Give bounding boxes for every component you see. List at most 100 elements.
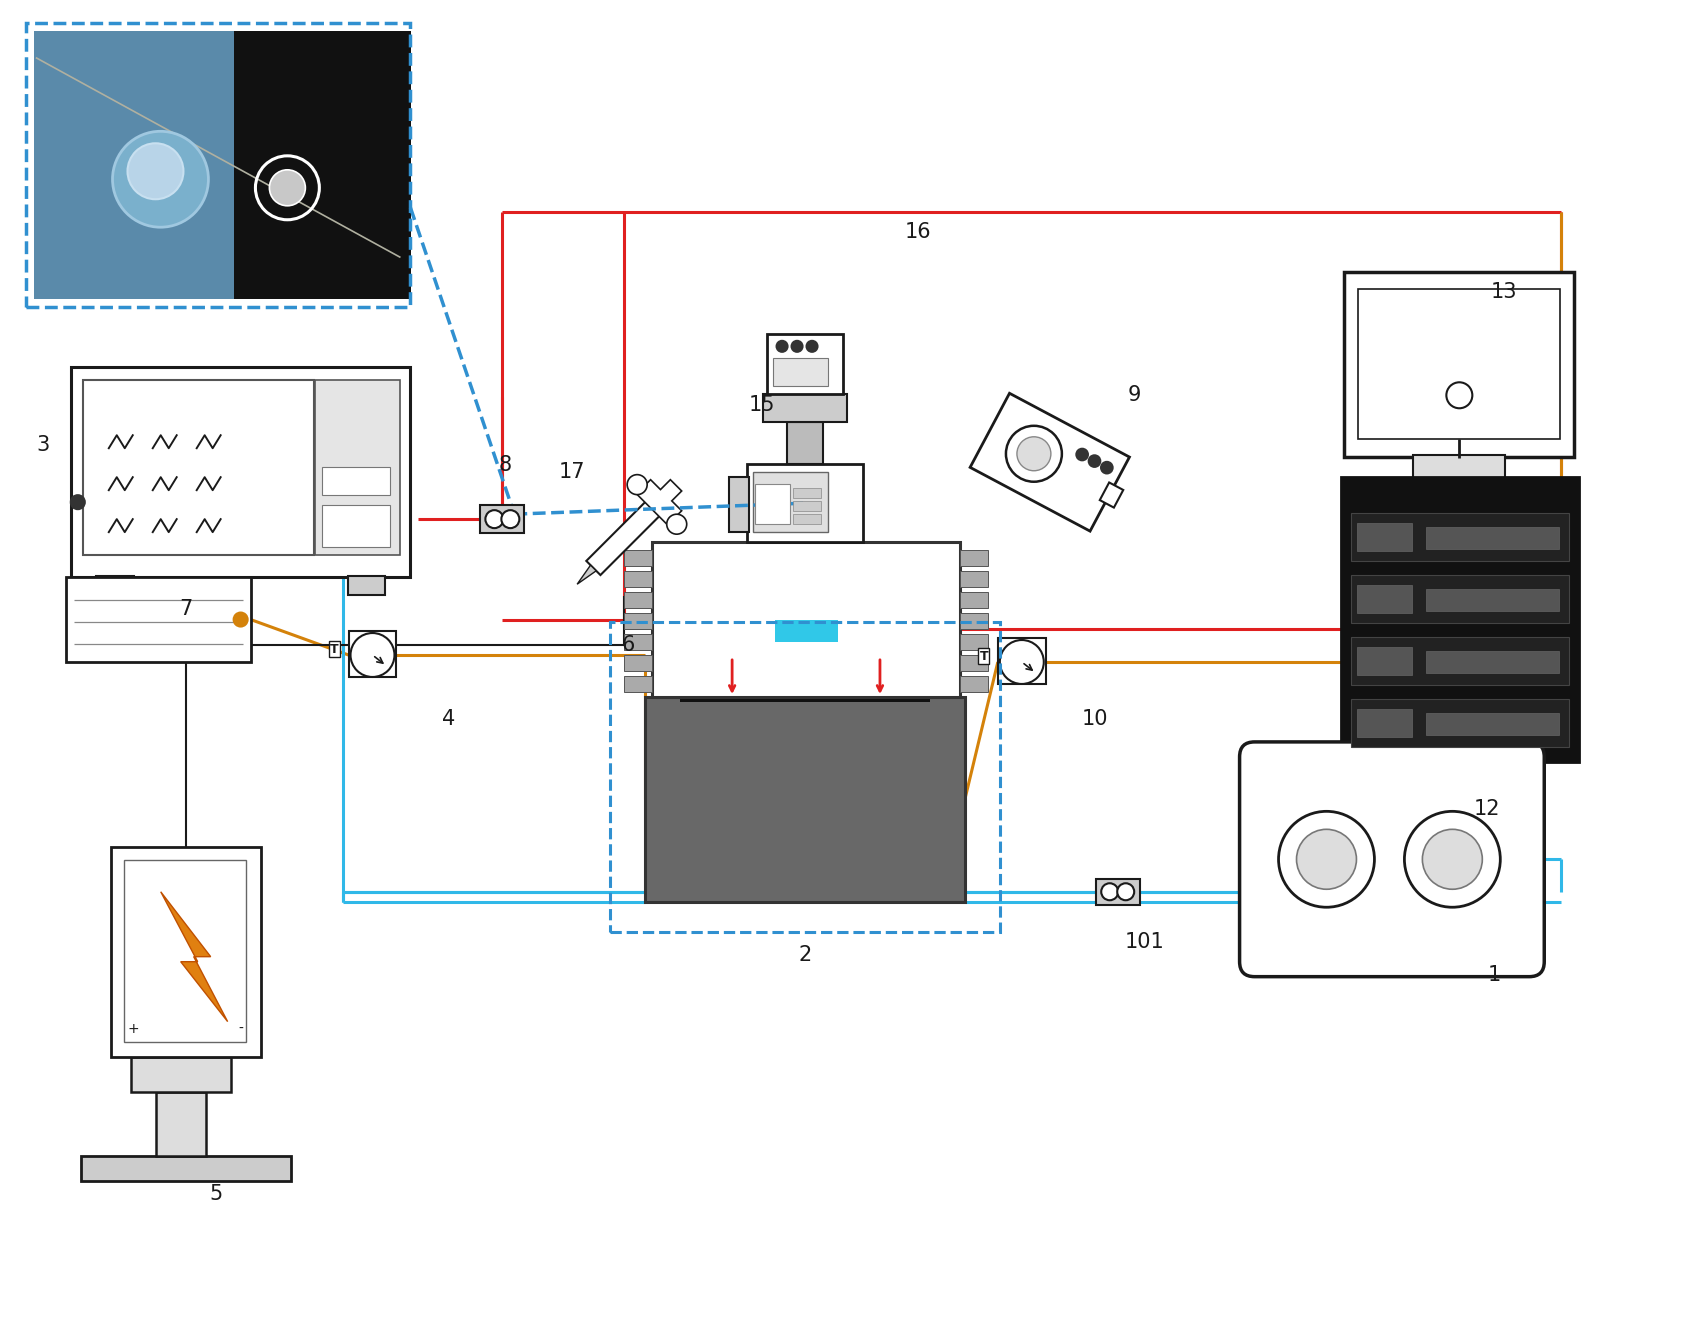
FancyBboxPatch shape [1096,878,1139,905]
Circle shape [667,514,687,535]
FancyBboxPatch shape [1352,576,1570,623]
FancyBboxPatch shape [625,676,652,691]
Circle shape [351,633,395,677]
FancyBboxPatch shape [322,468,390,495]
FancyBboxPatch shape [787,423,824,464]
FancyBboxPatch shape [316,381,400,554]
Text: 9: 9 [1128,386,1141,406]
Circle shape [1447,382,1472,408]
FancyBboxPatch shape [960,676,987,691]
Circle shape [1423,830,1482,889]
FancyBboxPatch shape [322,506,390,547]
Text: 10: 10 [1082,709,1107,728]
Polygon shape [1101,482,1123,507]
FancyBboxPatch shape [793,489,820,498]
Circle shape [1089,456,1101,468]
Circle shape [1006,425,1062,482]
FancyBboxPatch shape [645,697,966,902]
Circle shape [486,510,503,528]
FancyBboxPatch shape [1426,651,1560,673]
Text: 13: 13 [1491,282,1518,303]
FancyBboxPatch shape [729,477,749,532]
Polygon shape [577,565,596,585]
Text: 8: 8 [498,456,511,475]
FancyBboxPatch shape [680,674,930,702]
FancyBboxPatch shape [625,593,652,608]
FancyBboxPatch shape [793,502,820,511]
Polygon shape [636,479,682,525]
FancyBboxPatch shape [960,551,987,566]
Text: 12: 12 [1474,799,1501,819]
FancyBboxPatch shape [1357,585,1413,612]
Circle shape [776,341,788,352]
Text: 3: 3 [35,435,49,456]
Circle shape [999,640,1043,684]
FancyBboxPatch shape [625,655,652,670]
Circle shape [71,495,84,510]
FancyBboxPatch shape [960,593,987,608]
Polygon shape [160,892,228,1022]
FancyBboxPatch shape [235,30,410,299]
FancyBboxPatch shape [1352,637,1570,685]
FancyBboxPatch shape [348,631,397,677]
FancyBboxPatch shape [83,381,314,554]
FancyBboxPatch shape [960,655,987,670]
Circle shape [1404,811,1501,907]
FancyBboxPatch shape [481,506,525,533]
Circle shape [501,510,520,528]
FancyBboxPatch shape [1413,456,1506,485]
FancyBboxPatch shape [652,543,960,697]
Circle shape [1296,830,1357,889]
FancyBboxPatch shape [130,1056,231,1092]
Text: 4: 4 [442,709,456,728]
Circle shape [1101,884,1117,901]
FancyBboxPatch shape [111,847,260,1056]
Text: 7: 7 [179,599,192,619]
FancyBboxPatch shape [960,612,987,630]
FancyBboxPatch shape [81,1156,290,1181]
FancyBboxPatch shape [1344,273,1575,457]
Circle shape [1117,884,1134,901]
Text: 2: 2 [798,944,812,964]
Polygon shape [971,394,1129,531]
Text: 15: 15 [749,395,775,415]
FancyBboxPatch shape [96,576,133,595]
FancyBboxPatch shape [960,572,987,587]
FancyBboxPatch shape [998,637,1047,684]
FancyBboxPatch shape [1359,290,1560,440]
FancyBboxPatch shape [1357,709,1413,738]
FancyBboxPatch shape [753,473,829,532]
FancyBboxPatch shape [1426,527,1560,549]
FancyBboxPatch shape [766,335,842,394]
FancyBboxPatch shape [763,394,847,423]
Text: 17: 17 [559,462,586,482]
FancyBboxPatch shape [66,577,250,662]
FancyBboxPatch shape [793,514,820,524]
Circle shape [1101,462,1112,473]
Circle shape [792,341,802,352]
Text: 6: 6 [621,635,635,655]
Circle shape [1077,449,1089,461]
FancyBboxPatch shape [625,612,652,630]
FancyBboxPatch shape [1352,699,1570,747]
Circle shape [628,474,647,495]
FancyBboxPatch shape [680,641,930,674]
FancyBboxPatch shape [1426,712,1560,735]
FancyBboxPatch shape [625,572,652,587]
FancyBboxPatch shape [155,1092,206,1156]
Circle shape [113,132,208,228]
FancyBboxPatch shape [1357,647,1413,676]
FancyBboxPatch shape [1342,477,1580,763]
Circle shape [128,144,184,199]
FancyBboxPatch shape [773,358,829,386]
Text: T: T [979,649,987,662]
Text: +: + [128,1022,140,1035]
FancyBboxPatch shape [755,485,790,524]
Circle shape [270,170,306,205]
Text: 1: 1 [1487,964,1501,985]
FancyBboxPatch shape [123,860,246,1042]
Circle shape [1278,811,1374,907]
FancyBboxPatch shape [34,30,235,299]
FancyBboxPatch shape [748,464,863,543]
FancyBboxPatch shape [71,367,410,577]
